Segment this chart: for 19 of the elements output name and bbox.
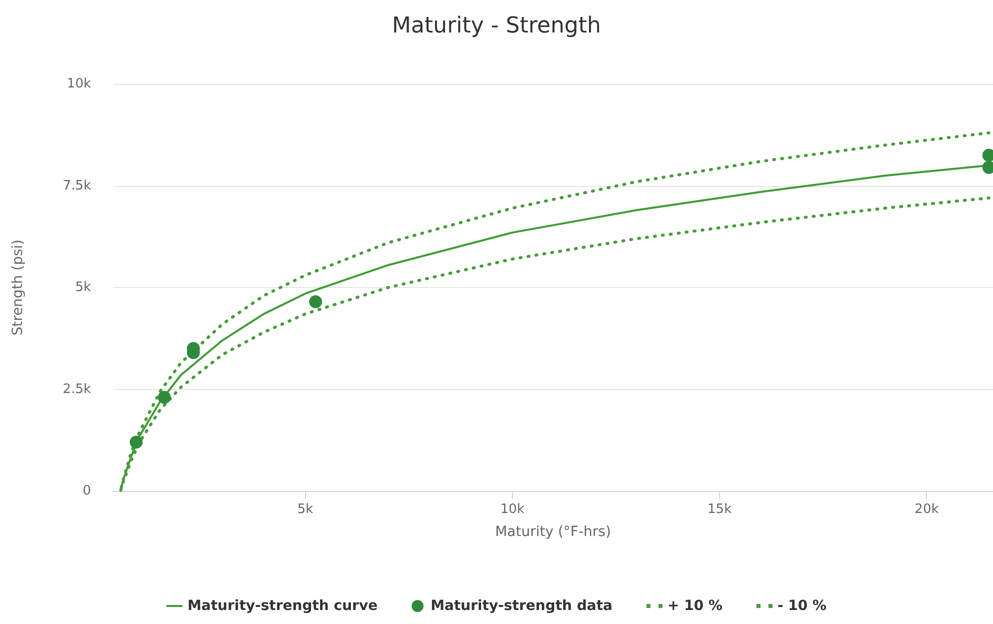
chart-title: Maturity - Strength <box>392 14 601 38</box>
x-tick-label: 20k <box>914 502 940 517</box>
y-tick-label: 7.5k <box>62 178 92 194</box>
legend-label: Maturity-strength data <box>430 598 612 614</box>
x-tick-label: 5k <box>297 502 314 517</box>
legend-label: - 10 % <box>777 598 827 614</box>
point <box>130 436 143 449</box>
y-tick-label: 2.5k <box>62 382 92 397</box>
point <box>309 295 322 308</box>
legend-label: + 10 % <box>667 598 722 614</box>
y-axis-title: Strength (psi) <box>10 239 26 336</box>
x-tick-label: 10k <box>500 502 525 517</box>
point <box>158 390 171 404</box>
y-tick-label: 0 <box>82 484 91 498</box>
y-tick-label: 5k <box>75 280 92 295</box>
x-axis-title: Maturity (°F-hrs) <box>495 524 611 540</box>
x-tick-label: 15k <box>708 502 732 517</box>
legend-label: Maturity-strength curve <box>187 598 378 614</box>
y-tick-label: 10k <box>66 76 92 92</box>
